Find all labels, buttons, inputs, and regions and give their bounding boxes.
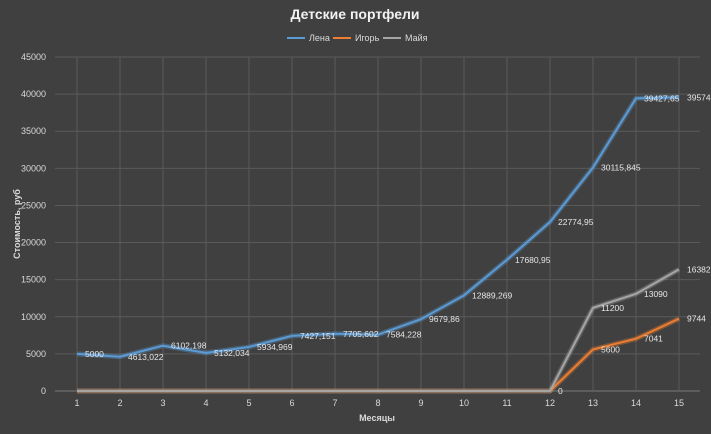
- data-labels: 5000 4613,022 6102,198 5132,034 5934,969 7427…: [85, 92, 711, 396]
- y-tick-label: 25000: [21, 200, 46, 210]
- data-label: 6102,198: [171, 341, 207, 351]
- x-tick-label: 5: [246, 398, 251, 408]
- x-tick-label: 6: [289, 398, 294, 408]
- y-axis-title: Стоимость, руб: [12, 189, 22, 259]
- x-tick-label: 1: [74, 398, 79, 408]
- data-label: 39574: [687, 92, 711, 102]
- data-label: 5934,969: [257, 342, 293, 352]
- data-label: 7427,151: [300, 331, 336, 341]
- chart-title: Детские портфели: [290, 6, 419, 22]
- x-tick-label: 8: [375, 398, 380, 408]
- x-tick-label: 7: [332, 398, 337, 408]
- series-line: [77, 268, 680, 392]
- data-label: 7705,602: [343, 329, 379, 339]
- data-label: 4613,022: [128, 352, 164, 362]
- y-tick-label: 0: [41, 386, 46, 396]
- x-tick-label: 15: [674, 398, 684, 408]
- data-label: 30115,845: [601, 162, 641, 172]
- data-label: 9744: [687, 314, 706, 324]
- x-tick-label: 4: [203, 398, 208, 408]
- data-label: 39427,65: [644, 93, 680, 103]
- x-axis-title: Месяцы: [359, 413, 395, 423]
- data-label: 0: [558, 386, 563, 396]
- x-tick-label: 12: [545, 398, 555, 408]
- data-label: 5600: [601, 344, 620, 354]
- data-label: 11200: [601, 303, 624, 313]
- y-axis-ticks: 0 5000 10000 15000 20000 25000 30000 35000 40000…: [21, 52, 46, 396]
- x-tick-label: 13: [588, 398, 598, 408]
- data-label: 12889,269: [472, 290, 512, 300]
- y-tick-label: 30000: [21, 163, 46, 173]
- y-tick-label: 10000: [21, 312, 46, 322]
- series-line: [76, 96, 680, 358]
- data-label: 13090: [644, 289, 668, 299]
- x-tick-label: 3: [160, 398, 165, 408]
- y-tick-label: 5000: [26, 349, 46, 359]
- x-tick-label: 14: [631, 398, 641, 408]
- legend-entry: Лена: [309, 33, 330, 43]
- data-label: 17680,95: [515, 255, 551, 265]
- legend-entry: Майя: [405, 33, 428, 43]
- data-label: 7584,228: [386, 330, 422, 340]
- x-tick-label: 9: [418, 398, 423, 408]
- x-tick-label: 10: [459, 398, 469, 408]
- x-tick-label: 2: [117, 398, 122, 408]
- legend-entry: Игорь: [355, 33, 380, 43]
- data-label: 16382: [687, 264, 711, 274]
- y-tick-label: 40000: [21, 89, 46, 99]
- x-tick-label: 11: [502, 398, 511, 408]
- data-label: 9679,86: [429, 314, 460, 324]
- y-tick-label: 45000: [21, 52, 46, 62]
- y-tick-label: 15000: [21, 275, 46, 285]
- y-tick-label: 20000: [21, 238, 46, 248]
- chart-legend: Лена Игорь Майя: [287, 33, 428, 43]
- data-label: 5000: [85, 349, 104, 359]
- gridlines: [55, 56, 700, 392]
- y-tick-label: 35000: [21, 126, 46, 136]
- data-label: 7041: [644, 334, 663, 344]
- series-lines: [76, 94, 681, 394]
- data-label: 22774,95: [558, 217, 594, 227]
- data-label: 5132,034: [214, 348, 250, 358]
- x-axis-ticks: 1 2 3 4 5 6 7 8 9 10 11 12 13 14 15: [74, 398, 684, 408]
